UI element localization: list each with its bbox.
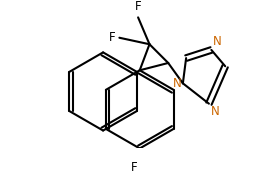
Text: N: N [211, 105, 219, 118]
Text: F: F [135, 0, 141, 13]
Text: F: F [131, 161, 137, 173]
Text: F: F [109, 31, 115, 44]
Text: N: N [213, 35, 222, 48]
Text: N: N [173, 77, 181, 90]
